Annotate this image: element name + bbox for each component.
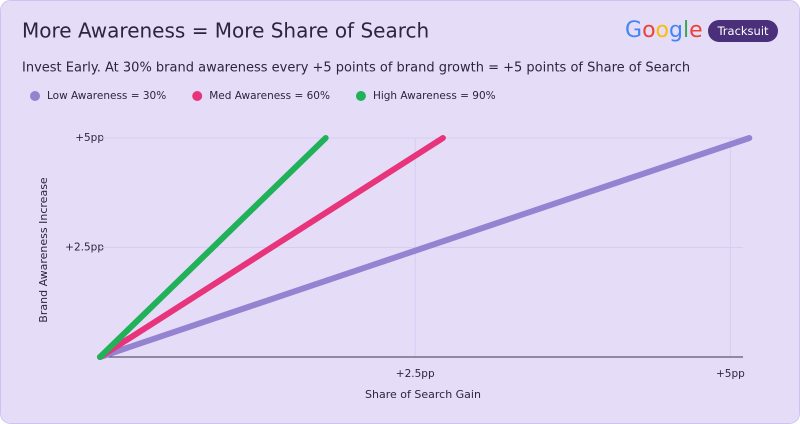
legend-label: Low Awareness = 30% [47,90,166,102]
legend-label: High Awareness = 90% [373,90,496,102]
badge-text: Tracksuit [716,24,769,38]
legend-marker [355,91,366,101]
chart-title: More Awareness = More Share of Search [22,19,429,43]
line [97,135,446,360]
badge [708,20,778,42]
legend-label: Med Awareness = 60% [209,90,330,102]
line [97,135,329,360]
y-tick-label: +2.5pp [65,242,104,254]
y-axis-label: Brand Awareness Increase [37,177,50,323]
x-axis-label: Share of Search Gain [365,388,481,401]
google-logo: Google [625,18,703,43]
chart-subtitle: Invest Early. At 30% brand awareness eve… [22,61,690,76]
x-tick-label: +2.5pp [396,368,435,380]
legend-marker [192,91,203,101]
y-tick-label: +5pp [75,132,104,144]
legend-marker [30,91,40,101]
line [97,135,753,360]
x-tick-label: +5pp [716,368,745,380]
